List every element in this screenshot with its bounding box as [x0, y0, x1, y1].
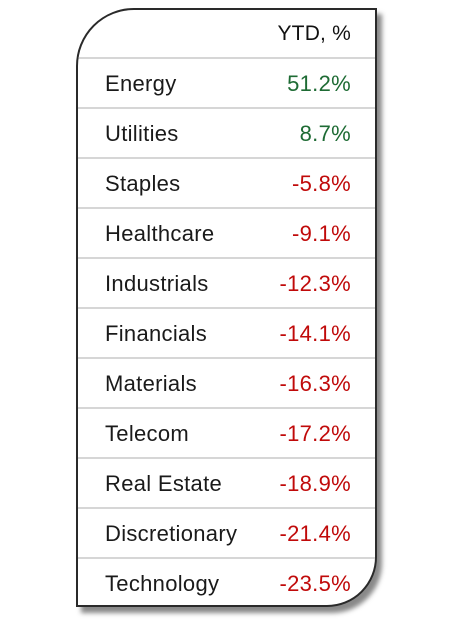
table-row: Discretionary -21.4%	[78, 509, 375, 559]
sector-name: Staples	[105, 171, 181, 196]
ytd-value: 8.7%	[299, 121, 351, 146]
table-row: Technology -23.5%	[78, 559, 375, 605]
ytd-value: -23.5%	[279, 571, 351, 596]
ytd-value: -21.4%	[279, 521, 351, 546]
table-row: Staples -5.8%	[78, 159, 375, 209]
table-row: Utilities 8.7%	[78, 109, 375, 159]
sector-name: Technology	[105, 571, 220, 596]
ytd-value: -14.1%	[279, 321, 351, 346]
sector-ytd-table: YTD, % Energy 51.2% Utilities 8.7% Stapl…	[76, 8, 377, 607]
ytd-value: -9.1%	[292, 221, 351, 246]
ytd-value: -16.3%	[279, 371, 351, 396]
table-header: YTD, %	[78, 10, 375, 59]
table-row: Healthcare -9.1%	[78, 209, 375, 259]
sector-name: Real Estate	[105, 471, 223, 496]
ytd-value: -5.8%	[292, 171, 351, 196]
sector-name: Healthcare	[105, 221, 215, 246]
ytd-value: -17.2%	[279, 421, 351, 446]
table-row: Energy 51.2%	[78, 59, 375, 109]
ytd-value: -18.9%	[279, 471, 351, 496]
table-body: Energy 51.2% Utilities 8.7% Staples -5.8…	[78, 59, 375, 605]
ytd-value: 51.2%	[287, 71, 351, 96]
table-row: Real Estate -18.9%	[78, 459, 375, 509]
sector-name: Discretionary	[105, 521, 238, 546]
sector-name: Utilities	[105, 121, 179, 146]
table-row: Industrials -12.3%	[78, 259, 375, 309]
sector-name: Industrials	[105, 271, 209, 296]
ytd-column-header: YTD, %	[277, 22, 351, 45]
sector-name: Financials	[105, 321, 208, 346]
table-row: Telecom -17.2%	[78, 409, 375, 459]
ytd-value: -12.3%	[279, 271, 351, 296]
sector-name: Energy	[105, 71, 177, 96]
sector-name: Materials	[105, 371, 197, 396]
table-row: Financials -14.1%	[78, 309, 375, 359]
table-row: Materials -16.3%	[78, 359, 375, 409]
sector-name: Telecom	[105, 421, 190, 446]
